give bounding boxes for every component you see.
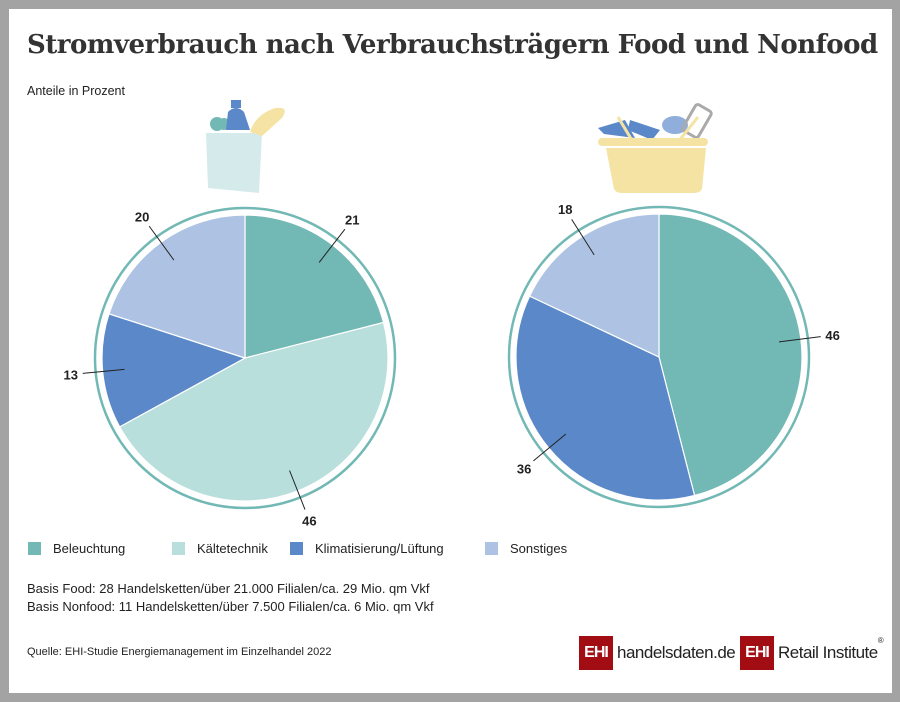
legend-swatch (28, 542, 41, 555)
legend-swatch (172, 542, 185, 555)
source-note: Quelle: EHI-Studie Energiemanagement im … (27, 646, 332, 658)
leader-line (571, 219, 595, 256)
data-label: 21 (345, 213, 359, 228)
legend-item-sonstiges: Sonstiges (485, 541, 567, 556)
logo-text: Retail Institute (778, 643, 878, 662)
basis-nonfood: Basis Nonfood: 11 Handelsketten/über 7.5… (27, 599, 434, 614)
leader-line (778, 336, 821, 343)
legend-label: Klimatisierung/Lüftung (315, 541, 444, 556)
handelsdaten-logo: EHI handelsdaten.de (579, 636, 736, 670)
basis-notes: Basis Food: 28 Handelsketten/über 21.000… (27, 580, 434, 616)
data-label: 46 (302, 514, 316, 529)
legend-swatch (290, 542, 303, 555)
legend-swatch (485, 542, 498, 555)
legend-item-beleuchtung: Beleuchtung (28, 541, 172, 556)
leader-line (318, 228, 346, 263)
retail-institute-logo: EHI Retail Institute ® (740, 636, 884, 670)
leader-line (289, 470, 306, 510)
ehi-mark: EHI (740, 636, 774, 670)
leader-line (82, 368, 125, 374)
registered-mark: ® (877, 636, 884, 645)
data-label: 36 (517, 462, 531, 477)
legend-label: Sonstiges (510, 541, 568, 556)
pie-outer-ring (93, 206, 397, 510)
data-label: 13 (64, 367, 78, 382)
legend-item-klimatisierung: Klimatisierung/Lüftung (290, 541, 485, 556)
legend-label: Kältetechnik (197, 541, 268, 556)
chart-subtitle: Anteile in Prozent (27, 84, 125, 98)
ehi-mark: EHI (579, 636, 613, 670)
logo-text: handelsdaten.de (617, 643, 736, 662)
legend-label: Beleuchtung (53, 541, 126, 556)
data-label: 18 (558, 202, 572, 217)
leader-line (148, 225, 175, 261)
leader-line (533, 433, 567, 462)
basis-food: Basis Food: 28 Handelsketten/über 21.000… (27, 581, 430, 596)
data-label: 46 (825, 328, 839, 343)
grocery-bag-icon (206, 100, 285, 193)
shopping-basket-icon (598, 103, 713, 193)
pie-outer-ring (507, 205, 811, 509)
data-label: 20 (135, 209, 149, 224)
legend-item-kaeltetechnik: Kältetechnik (172, 541, 290, 556)
chart-title: Stromverbrauch nach Verbrauchsträgern Fo… (27, 30, 878, 60)
legend: Beleuchtung Kältetechnik Klimatisierung/… (28, 541, 567, 556)
